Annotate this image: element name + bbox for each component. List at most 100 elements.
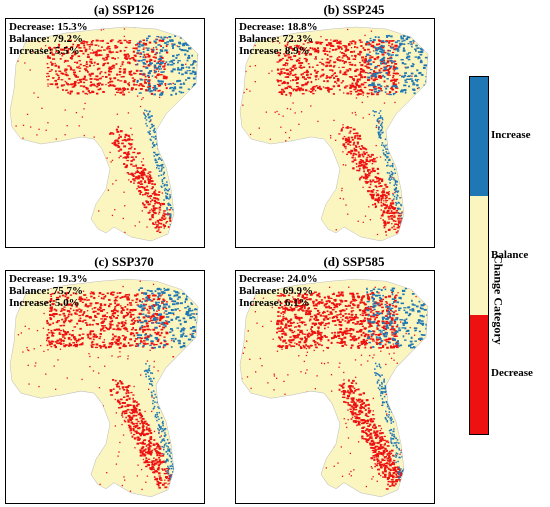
decrease-patch xyxy=(76,66,79,69)
decrease-patch xyxy=(400,152,402,154)
increase-patch xyxy=(154,415,156,418)
decrease-patch xyxy=(349,69,352,71)
decrease-patch xyxy=(153,65,157,68)
decrease-patch xyxy=(49,307,52,310)
decrease-patch xyxy=(96,86,99,88)
decrease-patch xyxy=(285,87,289,90)
decrease-patch xyxy=(111,142,114,145)
decrease-patch xyxy=(91,346,94,348)
decrease-patch xyxy=(92,370,95,372)
decrease-patch xyxy=(324,316,328,319)
decrease-patch xyxy=(101,75,104,78)
decrease-patch xyxy=(143,112,145,114)
decrease-patch xyxy=(97,67,101,70)
increase-patch xyxy=(378,136,380,139)
decrease-patch xyxy=(109,324,112,327)
decrease-patch xyxy=(151,449,153,452)
decrease-patch xyxy=(280,92,283,95)
increase-patch xyxy=(153,124,155,127)
decrease-patch xyxy=(358,178,361,181)
decrease-patch xyxy=(391,205,393,208)
decrease-patch xyxy=(148,429,152,432)
decrease-patch xyxy=(156,483,159,486)
decrease-patch xyxy=(136,167,139,169)
decrease-patch xyxy=(156,317,159,319)
increase-patch xyxy=(401,221,404,224)
decrease-patch xyxy=(56,339,60,342)
decrease-patch xyxy=(108,298,111,301)
increase-patch xyxy=(176,327,180,329)
decrease-patch xyxy=(376,190,379,192)
increase-patch xyxy=(393,178,395,181)
decrease-patch xyxy=(381,53,385,56)
decrease-patch xyxy=(243,242,244,243)
decrease-patch xyxy=(164,242,165,243)
decrease-patch xyxy=(121,414,123,417)
decrease-patch xyxy=(132,58,136,61)
decrease-patch xyxy=(359,176,362,179)
increase-patch xyxy=(165,289,169,291)
increase-patch xyxy=(175,479,178,482)
decrease-patch xyxy=(383,224,386,227)
decrease-patch xyxy=(385,338,389,341)
decrease-patch xyxy=(321,24,322,25)
increase-patch xyxy=(408,85,411,88)
increase-patch xyxy=(400,35,403,38)
decrease-patch xyxy=(369,55,372,57)
decrease-patch xyxy=(127,419,130,421)
decrease-patch xyxy=(165,472,168,475)
decrease-patch xyxy=(119,135,122,138)
decrease-patch xyxy=(183,461,185,463)
increase-patch xyxy=(174,470,177,473)
decrease-patch xyxy=(152,283,155,286)
decrease-patch xyxy=(385,191,389,194)
decrease-patch xyxy=(126,395,129,398)
decrease-patch xyxy=(327,239,329,241)
decrease-patch xyxy=(129,425,132,428)
increase-patch xyxy=(158,424,160,426)
decrease-patch xyxy=(326,80,329,83)
increase-patch xyxy=(412,89,416,91)
increase-patch xyxy=(169,455,172,458)
increase-patch xyxy=(160,159,163,161)
decrease-patch xyxy=(116,385,119,388)
decrease-patch xyxy=(200,494,201,495)
decrease-patch xyxy=(98,344,102,347)
decrease-patch xyxy=(135,171,137,174)
decrease-patch xyxy=(180,470,183,473)
increase-patch xyxy=(373,46,376,49)
increase-patch xyxy=(144,117,146,119)
increase-patch xyxy=(179,48,181,50)
decrease-patch xyxy=(338,41,341,44)
decrease-patch xyxy=(81,314,85,316)
decrease-patch xyxy=(119,441,121,444)
decrease-patch xyxy=(277,310,280,314)
increase-patch xyxy=(390,178,393,180)
decrease-patch xyxy=(389,328,393,331)
decrease-patch xyxy=(342,126,344,129)
decrease-patch xyxy=(52,322,55,325)
increase-patch xyxy=(377,133,380,136)
decrease-patch xyxy=(287,324,291,327)
decrease-patch xyxy=(132,178,135,181)
decrease-patch xyxy=(100,333,102,335)
decrease-patch xyxy=(47,194,49,196)
increase-patch xyxy=(412,35,415,38)
increase-patch xyxy=(152,346,156,349)
decrease-patch xyxy=(103,303,107,306)
decrease-patch xyxy=(140,339,142,342)
increase-patch xyxy=(391,165,394,168)
decrease-patch xyxy=(355,132,359,135)
decrease-patch xyxy=(139,52,142,54)
increase-patch xyxy=(407,228,409,231)
decrease-patch xyxy=(121,139,124,142)
decrease-patch xyxy=(351,337,355,340)
decrease-patch xyxy=(314,319,317,321)
decrease-patch xyxy=(38,385,40,388)
decrease-patch xyxy=(111,319,114,323)
decrease-patch xyxy=(101,46,103,48)
decrease-patch xyxy=(82,78,86,81)
decrease-patch xyxy=(46,301,49,304)
decrease-patch xyxy=(291,48,295,50)
decrease-patch xyxy=(355,153,358,156)
